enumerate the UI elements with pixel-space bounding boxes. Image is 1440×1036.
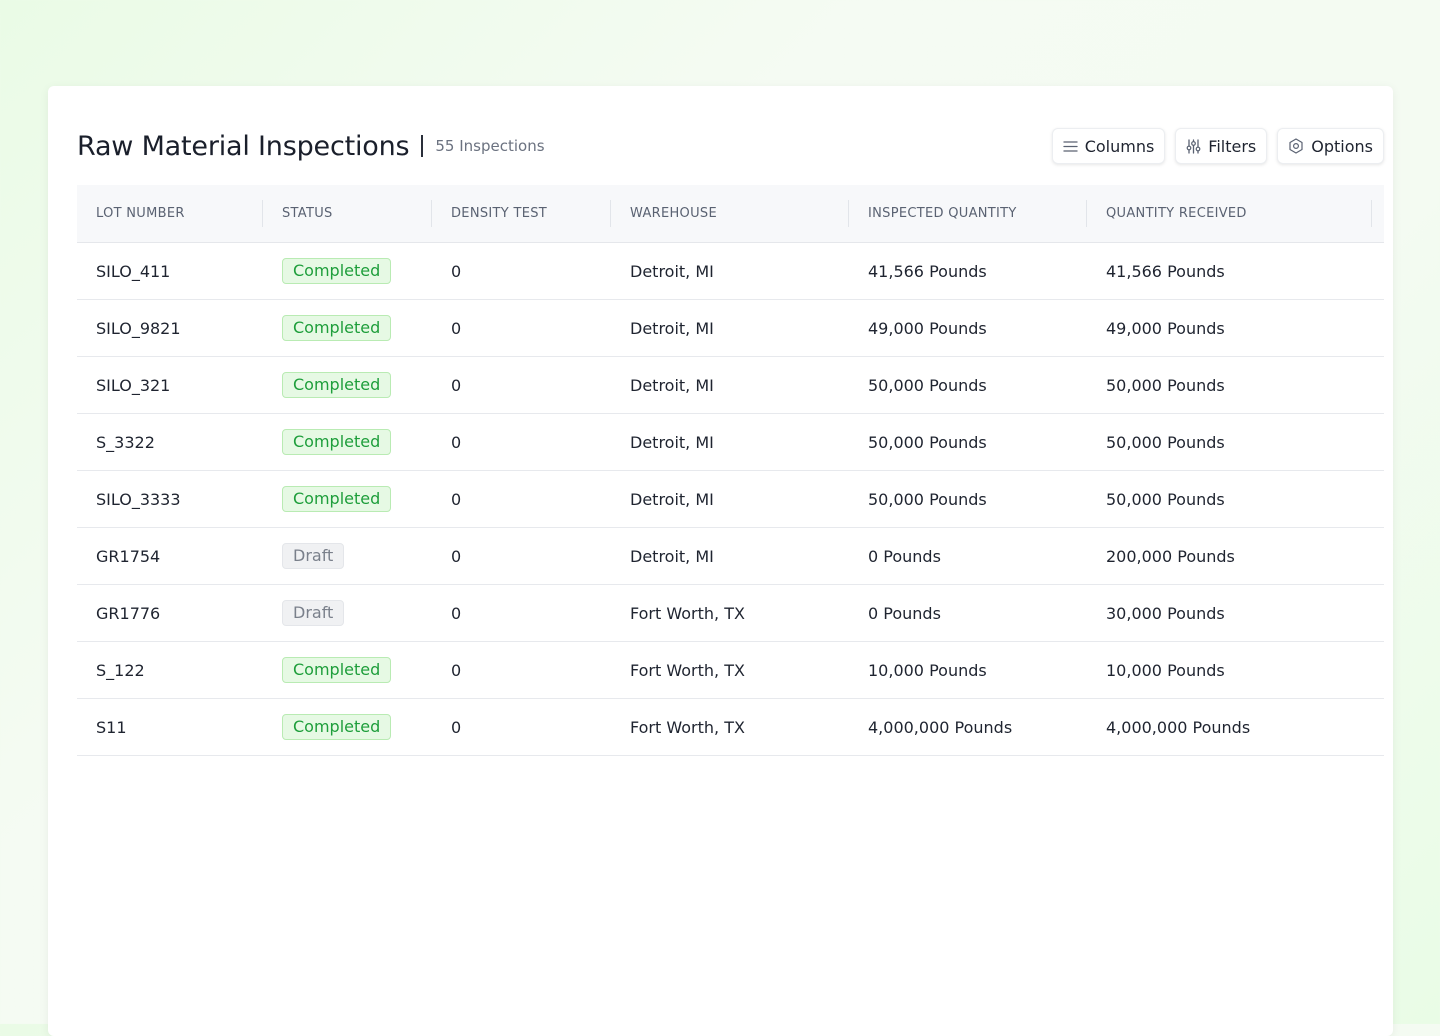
- inspected-quantity-cell: 50,000 Pounds: [868, 375, 987, 395]
- inspections-table: LOT NUMBER STATUS DENSITY TEST WAREHOUSE…: [77, 185, 1384, 756]
- inspected-quantity-cell: 50,000 Pounds: [868, 432, 987, 452]
- density-test-cell: 0: [451, 489, 462, 509]
- filters-button[interactable]: Filters: [1175, 128, 1268, 164]
- options-button[interactable]: Options: [1277, 128, 1384, 164]
- density-test-cell: 0: [451, 375, 462, 395]
- page-title: Raw Material Inspections: [77, 130, 410, 162]
- status-badge: Completed: [282, 372, 392, 398]
- warehouse-cell: Detroit, MI: [630, 318, 714, 338]
- density-test-cell: 0: [451, 546, 462, 566]
- status-badge: Completed: [282, 429, 392, 455]
- lot-number-cell: S11: [96, 717, 127, 737]
- quantity-received-cell: 50,000 Pounds: [1106, 432, 1225, 452]
- column-header-spacer: [1372, 185, 1384, 242]
- warehouse-cell: Detroit, MI: [630, 375, 714, 395]
- table-row[interactable]: GR1776 Draft 0 Fort Worth, TX 0 Pounds 3…: [77, 585, 1384, 642]
- density-test-cell: 0: [451, 318, 462, 338]
- inspected-quantity-cell: 0 Pounds: [868, 546, 941, 566]
- quantity-received-cell: 49,000 Pounds: [1106, 318, 1225, 338]
- lot-number-cell: GR1754: [96, 546, 161, 566]
- lot-number-cell: SILO_9821: [96, 318, 181, 338]
- status-cell: Completed: [263, 315, 432, 341]
- inspections-card: Raw Material Inspections 55 Inspections …: [48, 86, 1393, 1036]
- table-row[interactable]: SILO_411 Completed 0 Detroit, MI 41,566 …: [77, 243, 1384, 300]
- status-cell: Draft: [263, 543, 432, 569]
- inspected-quantity-cell: 50,000 Pounds: [868, 489, 987, 509]
- inspected-quantity-cell: 0 Pounds: [868, 603, 941, 623]
- density-test-cell: 0: [451, 603, 462, 623]
- status-cell: Completed: [263, 486, 432, 512]
- table-row[interactable]: SILO_321 Completed 0 Detroit, MI 50,000 …: [77, 357, 1384, 414]
- density-test-cell: 0: [451, 717, 462, 737]
- quantity-received-cell: 4,000,000 Pounds: [1106, 717, 1251, 737]
- warehouse-cell: Detroit, MI: [630, 432, 714, 452]
- inspected-quantity-cell: 10,000 Pounds: [868, 660, 987, 680]
- column-header-warehouse[interactable]: WAREHOUSE: [611, 185, 849, 242]
- table-row[interactable]: GR1754 Draft 0 Detroit, MI 0 Pounds 200,…: [77, 528, 1384, 585]
- filters-button-label: Filters: [1208, 136, 1257, 156]
- density-test-cell: 0: [451, 432, 462, 452]
- density-test-cell: 0: [451, 261, 462, 281]
- warehouse-cell: Detroit, MI: [630, 546, 714, 566]
- status-badge: Draft: [282, 600, 345, 626]
- table-row[interactable]: SILO_9821 Completed 0 Detroit, MI 49,000…: [77, 300, 1384, 357]
- status-badge: Draft: [282, 543, 345, 569]
- status-cell: Completed: [263, 657, 432, 683]
- options-button-label: Options: [1311, 136, 1373, 156]
- lot-number-cell: S_122: [96, 660, 145, 680]
- inspected-quantity-cell: 4,000,000 Pounds: [868, 717, 1013, 737]
- toolbar: Columns Filters: [1051, 128, 1384, 164]
- table-row[interactable]: SILO_3333 Completed 0 Detroit, MI 50,000…: [77, 471, 1384, 528]
- status-badge: Completed: [282, 315, 392, 341]
- page-header: Raw Material Inspections 55 Inspections …: [77, 126, 1384, 166]
- column-header-lot-number[interactable]: LOT NUMBER: [77, 185, 263, 242]
- quantity-received-cell: 10,000 Pounds: [1106, 660, 1225, 680]
- status-badge: Completed: [282, 714, 392, 740]
- lot-number-cell: SILO_321: [96, 375, 171, 395]
- status-badge: Completed: [282, 657, 392, 683]
- columns-button-label: Columns: [1084, 136, 1155, 156]
- lot-number-cell: SILO_411: [96, 261, 171, 281]
- lot-number-cell: S_3322: [96, 432, 155, 452]
- list-icon: [1063, 140, 1078, 153]
- warehouse-cell: Fort Worth, TX: [630, 660, 745, 680]
- column-header-density-test[interactable]: DENSITY TEST: [432, 185, 611, 242]
- inspection-count: 55 Inspections: [435, 137, 545, 155]
- table-header: LOT NUMBER STATUS DENSITY TEST WAREHOUSE…: [77, 185, 1384, 243]
- quantity-received-cell: 50,000 Pounds: [1106, 375, 1225, 395]
- column-header-quantity-received[interactable]: QUANTITY RECEIVED: [1087, 185, 1372, 242]
- quantity-received-cell: 50,000 Pounds: [1106, 489, 1225, 509]
- lot-number-cell: GR1776: [96, 603, 161, 623]
- warehouse-cell: Detroit, MI: [630, 489, 714, 509]
- inspected-quantity-cell: 41,566 Pounds: [868, 261, 987, 281]
- warehouse-cell: Fort Worth, TX: [630, 603, 745, 623]
- status-cell: Completed: [263, 429, 432, 455]
- quantity-received-cell: 30,000 Pounds: [1106, 603, 1225, 623]
- table-body: SILO_411 Completed 0 Detroit, MI 41,566 …: [77, 243, 1384, 756]
- status-cell: Completed: [263, 258, 432, 284]
- gear-icon: [1288, 138, 1304, 154]
- table-row[interactable]: S11 Completed 0 Fort Worth, TX 4,000,000…: [77, 699, 1384, 756]
- inspected-quantity-cell: 49,000 Pounds: [868, 318, 987, 338]
- table-row[interactable]: S_122 Completed 0 Fort Worth, TX 10,000 …: [77, 642, 1384, 699]
- quantity-received-cell: 200,000 Pounds: [1106, 546, 1235, 566]
- sliders-icon: [1186, 138, 1201, 154]
- status-badge: Completed: [282, 486, 392, 512]
- status-cell: Completed: [263, 372, 432, 398]
- density-test-cell: 0: [451, 660, 462, 680]
- status-cell: Draft: [263, 600, 432, 626]
- lot-number-cell: SILO_3333: [96, 489, 181, 509]
- warehouse-cell: Fort Worth, TX: [630, 717, 745, 737]
- status-cell: Completed: [263, 714, 432, 740]
- status-badge: Completed: [282, 258, 392, 284]
- warehouse-cell: Detroit, MI: [630, 261, 714, 281]
- column-header-status[interactable]: STATUS: [263, 185, 432, 242]
- table-row[interactable]: S_3322 Completed 0 Detroit, MI 50,000 Po…: [77, 414, 1384, 471]
- quantity-received-cell: 41,566 Pounds: [1106, 261, 1225, 281]
- title-divider: [421, 135, 424, 157]
- columns-button[interactable]: Columns: [1051, 128, 1166, 164]
- column-header-inspected-quantity[interactable]: INSPECTED QUANTITY: [849, 185, 1087, 242]
